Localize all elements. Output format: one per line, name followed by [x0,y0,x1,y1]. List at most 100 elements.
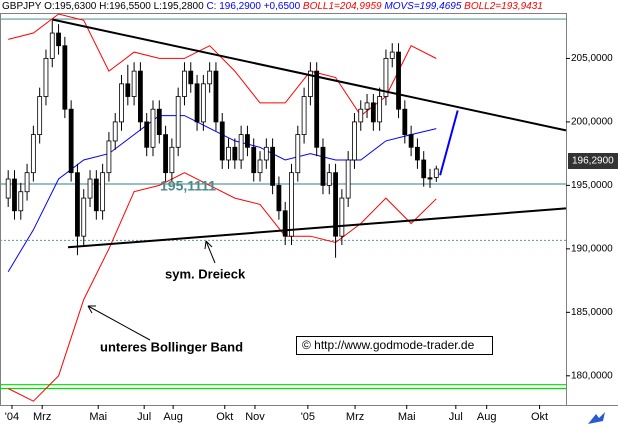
candle-body [137,70,143,123]
x-tick-label: Okt [216,411,233,423]
candle-body [112,121,118,142]
candle-body [415,146,420,161]
candle-body [396,51,401,110]
arrow [205,240,216,264]
candle-body [226,146,231,161]
close: C: 196,2900 +0,6500 [206,1,300,12]
candle-body [307,70,313,97]
candle-body [257,159,263,174]
candle-body [370,102,376,123]
candle-body [314,70,320,148]
candle-body [56,32,61,47]
candle-body [251,146,257,174]
y-tick-label: 190,0000 [571,243,613,254]
candle-body [93,178,99,212]
candle-body [213,70,219,123]
candle-body [352,121,357,161]
arrow-head [204,240,213,250]
trendline [52,18,567,132]
candle-body [270,146,276,186]
movs: MOVS=199,4695 [384,1,461,12]
candle-body [339,197,345,237]
candle-body [125,83,131,97]
candle-body [345,159,351,199]
x-tick-label: '04 [5,411,19,423]
x-tick-label: Aug [163,411,183,423]
candle-body [18,191,24,212]
y-tick-label: 205,0000 [571,53,613,64]
candle-body [320,146,326,186]
candle-body [37,96,43,136]
candle-body [232,146,238,161]
candle-body [276,184,282,212]
boll2: BOLL2=193,9431 [464,1,543,12]
indicator-line [8,13,437,117]
candle-body [75,172,80,237]
candle-body [289,172,294,237]
level-label: 195,1111 [160,178,216,194]
candle-body [333,172,338,237]
y-tick-label: 185,0000 [571,307,613,318]
candle-body [163,134,168,174]
candle-body [43,58,49,97]
x-tick-label: Mrz [346,411,364,423]
plot [0,13,567,402]
candle-body [131,70,137,97]
candle-body [182,70,187,97]
last-price-box [568,153,618,169]
candle-body [326,172,332,186]
candle-body [150,108,156,148]
band-label: unteres Bollinger Band [100,339,243,354]
candle-body [24,172,30,193]
arrow-head [87,305,96,314]
candle-body [30,134,36,174]
icon[interactable] [588,412,605,424]
y-tick-label: 195,0000 [571,180,613,191]
candle-body [207,70,213,85]
candle-body [188,70,194,85]
candle-body [295,134,301,174]
candle-body [100,172,106,212]
trendline [67,207,567,249]
x-tick-label: Jul [449,411,463,423]
trendline [439,110,459,176]
arrow [87,305,151,341]
indicator-line [7,172,437,402]
candle-body [200,83,206,123]
boll1: BOLL1=204,9959 [303,1,382,12]
candle-body [433,168,439,178]
candle-body [12,178,17,212]
candle-body [421,159,427,179]
candle-body [377,96,383,123]
candle-body [358,108,364,123]
x-tick-label: Mai [398,411,416,423]
candle-body [219,121,225,161]
x-tick-label: Okt [531,411,548,423]
candle-body [238,134,244,161]
candle-body [144,121,150,148]
ohlc: O:195,6300 H:196,5500 L:195,2800 [44,1,204,12]
candle-body [169,146,175,174]
candle-body [62,45,68,110]
candle-body [194,83,200,123]
candle-body [301,96,307,136]
candle-body [408,134,414,148]
x-tick-label: Nov [245,411,265,423]
candle-body [383,58,389,97]
y-tick-label: 180,0000 [571,370,613,381]
y-tick-label: 200,0000 [571,117,613,128]
candle-body [5,178,11,199]
symbol: GBPJPY [2,1,42,12]
candle-body [364,102,370,110]
candle-body [87,178,93,199]
x-tick-label: Mrz [33,411,51,423]
candle-body [263,146,269,161]
source-box [296,336,493,355]
candle-body [282,210,288,237]
candle-body [106,140,112,174]
candle-body [68,108,74,174]
header: GBPJPY O:195,6300 H:196,5500 L:195,2800 … [2,1,543,12]
source: © http://www.godmode-trader.de [302,338,475,352]
